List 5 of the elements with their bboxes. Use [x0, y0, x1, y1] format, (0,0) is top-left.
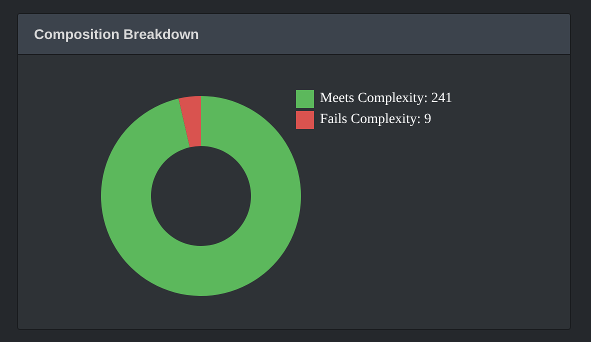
legend-label: Fails Complexity: 9: [320, 112, 432, 128]
legend-label: Meets Complexity: 241: [320, 91, 452, 107]
donut-slice: [178, 96, 201, 148]
chart-title: Composition Breakdown: [18, 14, 570, 55]
donut-slice: [101, 96, 301, 296]
